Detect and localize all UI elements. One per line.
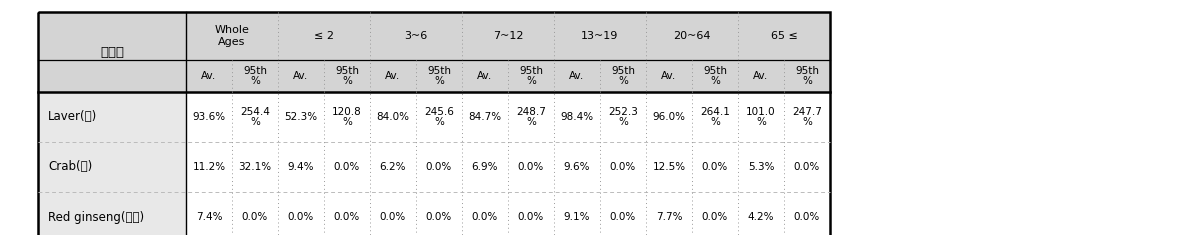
Text: Av.: Av. <box>477 71 493 81</box>
Text: 120.8
%: 120.8 % <box>332 107 362 127</box>
Text: 11.2%: 11.2% <box>193 162 226 172</box>
Text: 20~64: 20~64 <box>674 31 710 41</box>
Text: 247.7
%: 247.7 % <box>793 107 822 127</box>
Text: 95th
%: 95th % <box>610 66 635 86</box>
Text: 4.2%: 4.2% <box>747 212 775 222</box>
Text: 6.9%: 6.9% <box>471 162 499 172</box>
Text: 0.0%: 0.0% <box>794 162 820 172</box>
Text: 0.0%: 0.0% <box>610 212 637 222</box>
Text: 95th
%: 95th % <box>427 66 451 86</box>
Text: 0.0%: 0.0% <box>518 162 544 172</box>
Text: Av.: Av. <box>386 71 401 81</box>
Text: 7.7%: 7.7% <box>656 212 682 222</box>
Text: 7~12: 7~12 <box>493 31 524 41</box>
Text: Av.: Av. <box>294 71 308 81</box>
Text: 0.0%: 0.0% <box>472 212 499 222</box>
Text: Av.: Av. <box>569 71 584 81</box>
Text: 254.4
%: 254.4 % <box>240 107 270 127</box>
Text: 6.2%: 6.2% <box>380 162 406 172</box>
Text: 95th
%: 95th % <box>243 66 267 86</box>
Text: 95th
%: 95th % <box>703 66 727 86</box>
Text: Av.: Av. <box>201 71 217 81</box>
Text: 245.6
%: 245.6 % <box>424 107 453 127</box>
Bar <box>38 12 829 235</box>
Text: 264.1
%: 264.1 % <box>700 107 729 127</box>
Text: 0.0%: 0.0% <box>702 162 728 172</box>
Text: Crab(게): Crab(게) <box>48 161 93 173</box>
Text: 65 ≤: 65 ≤ <box>771 31 797 41</box>
Text: 9.6%: 9.6% <box>564 162 590 172</box>
Bar <box>38 12 829 92</box>
Text: 0.0%: 0.0% <box>242 212 268 222</box>
Text: 32.1%: 32.1% <box>238 162 271 172</box>
Bar <box>38 92 829 142</box>
Text: 0.0%: 0.0% <box>518 212 544 222</box>
Text: 95th
%: 95th % <box>795 66 819 86</box>
Text: 0.0%: 0.0% <box>610 162 637 172</box>
Text: 52.3%: 52.3% <box>284 112 318 122</box>
Text: 0.0%: 0.0% <box>334 162 361 172</box>
Text: Laver(김): Laver(김) <box>48 110 98 124</box>
Text: 84.0%: 84.0% <box>376 112 409 122</box>
Text: 248.7
%: 248.7 % <box>516 107 546 127</box>
Text: 93.6%: 93.6% <box>193 112 226 122</box>
Text: Av.: Av. <box>662 71 677 81</box>
Text: 95th
%: 95th % <box>336 66 359 86</box>
Bar <box>38 92 186 142</box>
Text: 0.0%: 0.0% <box>702 212 728 222</box>
Text: 12.5%: 12.5% <box>652 162 685 172</box>
Text: 95th
%: 95th % <box>519 66 543 86</box>
Text: 0.0%: 0.0% <box>380 212 406 222</box>
Text: 5.3%: 5.3% <box>747 162 775 172</box>
Bar <box>38 192 186 235</box>
Text: Whole
Ages: Whole Ages <box>214 25 250 47</box>
Text: 0.0%: 0.0% <box>426 212 452 222</box>
Text: 3~6: 3~6 <box>405 31 427 41</box>
Text: Av.: Av. <box>753 71 769 81</box>
Text: 식품명: 식품명 <box>100 46 124 59</box>
Bar <box>38 192 829 235</box>
Text: 101.0
%: 101.0 % <box>746 107 776 127</box>
Text: 0.0%: 0.0% <box>426 162 452 172</box>
Text: 0.0%: 0.0% <box>288 212 314 222</box>
Text: 9.1%: 9.1% <box>564 212 590 222</box>
Text: 9.4%: 9.4% <box>288 162 314 172</box>
Text: Red ginseng(홍삼): Red ginseng(홍삼) <box>48 211 144 223</box>
Bar <box>38 142 186 192</box>
Text: 84.7%: 84.7% <box>469 112 501 122</box>
Text: 7.4%: 7.4% <box>195 212 223 222</box>
Text: 98.4%: 98.4% <box>560 112 594 122</box>
Text: 0.0%: 0.0% <box>794 212 820 222</box>
Text: ≤ 2: ≤ 2 <box>314 31 334 41</box>
Text: 96.0%: 96.0% <box>652 112 685 122</box>
Bar <box>38 142 829 192</box>
Text: 252.3
%: 252.3 % <box>608 107 638 127</box>
Text: 13~19: 13~19 <box>581 31 619 41</box>
Text: 0.0%: 0.0% <box>334 212 361 222</box>
